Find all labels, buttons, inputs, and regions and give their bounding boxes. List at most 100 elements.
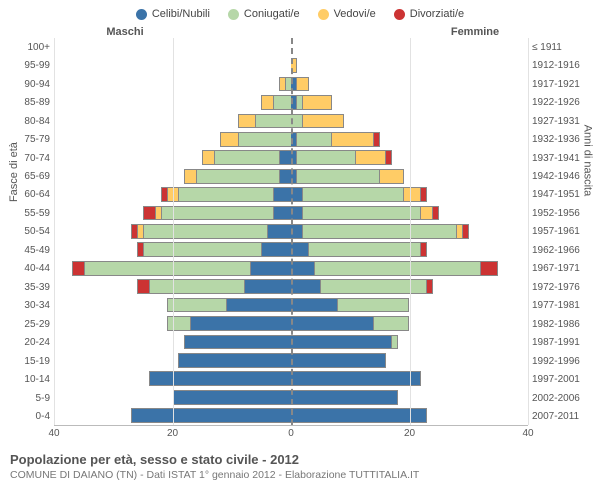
- footer: Popolazione per età, sesso e stato civil…: [10, 452, 590, 481]
- bar-segment-celibi: [244, 279, 291, 294]
- bar-segment-celibi: [291, 298, 338, 313]
- age-label: 0-4: [10, 407, 54, 425]
- birth-year-label: 1912-1916: [528, 56, 590, 74]
- bar-segment-divorziati: [421, 187, 427, 202]
- bar-segment-divorziati: [421, 242, 427, 257]
- birth-year-label: 2002-2006: [528, 389, 590, 407]
- age-label: 95-99: [10, 56, 54, 74]
- header-male: Maschi: [10, 26, 300, 38]
- age-label: 50-54: [10, 223, 54, 241]
- legend-label: Coniugati/e: [244, 8, 300, 20]
- bar-segment-celibi: [226, 298, 291, 313]
- legend-swatch: [228, 9, 239, 20]
- bar-segment-coniugati: [143, 224, 267, 239]
- x-tick: 40: [48, 428, 59, 439]
- bar-segment-coniugati: [273, 95, 291, 110]
- bar-segment-divorziati: [427, 279, 433, 294]
- age-label: 100+: [10, 38, 54, 56]
- birth-year-label: 1922-1926: [528, 93, 590, 111]
- bar-segment-celibi: [291, 335, 392, 350]
- age-label: 90-94: [10, 75, 54, 93]
- x-tick: 0: [288, 428, 294, 439]
- x-axis: 402002040: [10, 428, 590, 442]
- x-ticks: 402002040: [54, 428, 528, 442]
- bar-segment-coniugati: [392, 335, 398, 350]
- birth-year-label: 1917-1921: [528, 75, 590, 93]
- bar-segment-coniugati: [84, 261, 250, 276]
- birth-year-label: 1962-1966: [528, 241, 590, 259]
- bar-segment-divorziati: [374, 132, 380, 147]
- bar-segment-coniugati: [303, 224, 457, 239]
- bar-segment-coniugati: [321, 279, 428, 294]
- bar-segment-celibi: [291, 408, 427, 423]
- bar-segment-coniugati: [167, 298, 226, 313]
- bar-segment-celibi: [291, 390, 398, 405]
- bar-segment-coniugati: [297, 132, 333, 147]
- bar-segment-divorziati: [481, 261, 499, 276]
- y-axis-right-title: Anni di nascita: [582, 125, 594, 197]
- legend: Celibi/Nubili Coniugati/e Vedovi/e Divorzia…: [10, 8, 590, 20]
- bar-segment-celibi: [291, 371, 421, 386]
- legend-item: Divorziati/e: [394, 8, 464, 20]
- age-label: 15-19: [10, 352, 54, 370]
- bar-segment-vedovi: [303, 114, 344, 129]
- bar-segment-celibi: [291, 316, 374, 331]
- age-label: 45-49: [10, 241, 54, 259]
- bar-segment-celibi: [279, 150, 291, 165]
- bar-segment-celibi: [273, 206, 291, 221]
- bar-segment-vedovi: [380, 169, 404, 184]
- bar-segment-divorziati: [72, 261, 84, 276]
- bar-segment-vedovi: [261, 95, 273, 110]
- bar-segment-coniugati: [238, 132, 291, 147]
- birth-year-label: 1977-1981: [528, 297, 590, 315]
- age-label: 20-24: [10, 334, 54, 352]
- legend-label: Vedovi/e: [334, 8, 376, 20]
- bar-segment-coniugati: [303, 206, 422, 221]
- birth-year-label: ≤ 1911: [528, 38, 590, 56]
- bar-segment-celibi: [190, 316, 291, 331]
- age-label: 30-34: [10, 297, 54, 315]
- bar-segment-coniugati: [149, 279, 244, 294]
- age-label: 85-89: [10, 93, 54, 111]
- bar-segment-vedovi: [297, 77, 309, 92]
- legend-label: Celibi/Nubili: [152, 8, 210, 20]
- bar-segment-coniugati: [309, 242, 422, 257]
- bar-segment-celibi: [291, 279, 321, 294]
- bar-segment-celibi: [291, 261, 315, 276]
- chart-subtitle: COMUNE DI DAIANO (TN) - Dati ISTAT 1° ge…: [10, 469, 590, 481]
- bar-segment-celibi: [178, 353, 291, 368]
- bar-segment-divorziati: [433, 206, 439, 221]
- bar-segment-coniugati: [255, 114, 291, 129]
- bar-segment-vedovi: [332, 132, 373, 147]
- birth-year-label: 1972-1976: [528, 278, 590, 296]
- birth-year-label: 1997-2001: [528, 370, 590, 388]
- bar-segment-celibi: [291, 242, 309, 257]
- header-female: Femmine: [300, 26, 590, 38]
- bar-segment-celibi: [184, 335, 291, 350]
- population-pyramid-chart: Celibi/Nubili Coniugati/e Vedovi/e Divorzia…: [0, 0, 600, 500]
- age-label: 10-14: [10, 370, 54, 388]
- bar-segment-vedovi: [238, 114, 256, 129]
- bar-segment-divorziati: [137, 279, 149, 294]
- legend-item: Celibi/Nubili: [136, 8, 210, 20]
- bar-segment-coniugati: [315, 261, 481, 276]
- bar-segment-vedovi: [202, 150, 214, 165]
- bar-segment-celibi: [149, 371, 291, 386]
- bar-segment-celibi: [250, 261, 291, 276]
- x-tick: 20: [167, 428, 178, 439]
- age-label: 40-44: [10, 260, 54, 278]
- bar-segment-vedovi: [303, 95, 333, 110]
- age-label: 5-9: [10, 389, 54, 407]
- birth-year-labels: ≤ 19111912-19161917-19211922-19261927-19…: [528, 38, 590, 426]
- plot-area: Fasce di età 100+95-9990-9485-8980-8475-…: [10, 38, 590, 426]
- birth-year-label: 1982-1986: [528, 315, 590, 333]
- gender-headers: Maschi Femmine: [10, 26, 590, 38]
- bar-segment-vedovi: [421, 206, 433, 221]
- birth-year-label: 1957-1961: [528, 223, 590, 241]
- age-label: 55-59: [10, 204, 54, 222]
- bars-area: [54, 38, 528, 426]
- legend-item: Vedovi/e: [318, 8, 376, 20]
- center-axis: [291, 38, 293, 425]
- x-tick: 40: [522, 428, 533, 439]
- y-axis-left-title: Fasce di età: [8, 142, 20, 202]
